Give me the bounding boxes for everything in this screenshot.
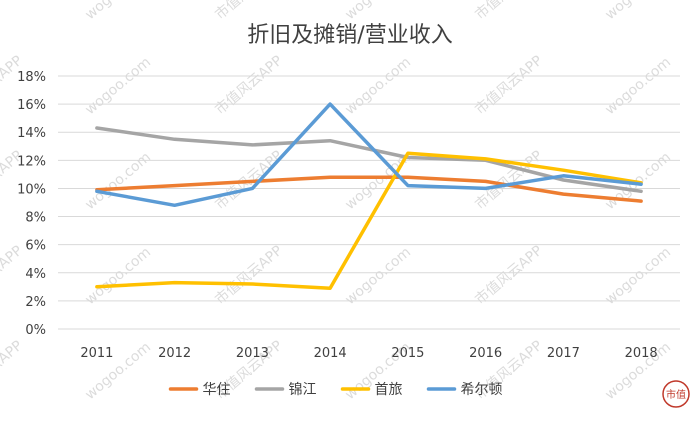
x-tick-label: 2015 bbox=[391, 346, 424, 361]
legend-item-首旅: 首旅 bbox=[340, 382, 403, 398]
watermark-text: 市值风云APP bbox=[472, 242, 546, 308]
watermark-text: 市值风云APP bbox=[0, 0, 26, 23]
watermark-text: 市值风云APP bbox=[472, 0, 546, 23]
watermark-text: wogoo.com bbox=[602, 244, 674, 308]
x-tick-label: 2017 bbox=[547, 346, 580, 361]
watermark-text: 市值风云APP bbox=[212, 242, 286, 308]
x-tick-label: 2013 bbox=[236, 346, 269, 361]
y-tick-label: 16% bbox=[17, 98, 46, 113]
legend-label: 华住 bbox=[203, 382, 231, 398]
legend: 华住 锦江 首旅 希尔顿 bbox=[168, 381, 503, 398]
logo-badge bbox=[662, 380, 690, 408]
legend-item-华住: 华住 bbox=[168, 382, 231, 398]
watermark-text: wogoo.com bbox=[342, 54, 414, 118]
legend-label: 希尔顿 bbox=[461, 382, 503, 398]
y-tick-label: 2% bbox=[25, 295, 46, 310]
series-line-希尔顿 bbox=[95, 102, 643, 208]
watermark-text: wogoo.com bbox=[82, 244, 154, 308]
y-tick-label: 10% bbox=[17, 182, 46, 197]
chart-title: 折旧及摊销/营业收入 bbox=[247, 23, 452, 48]
logo-text: 市值 bbox=[666, 388, 686, 401]
y-tick-label: 14% bbox=[17, 126, 46, 141]
gridlines bbox=[58, 75, 680, 330]
watermark-text: 市值风云APP bbox=[212, 0, 286, 23]
watermark-text: wogoo.com bbox=[342, 0, 414, 23]
y-tick-label: 4% bbox=[25, 267, 46, 282]
series-lines bbox=[95, 102, 643, 290]
y-tick-label: 0% bbox=[25, 323, 46, 338]
series-line-华住 bbox=[95, 175, 643, 203]
watermark-text: wogoo.com bbox=[342, 244, 414, 308]
watermark-text: 市值风云APP bbox=[472, 52, 546, 118]
x-tick-label: 2018 bbox=[625, 346, 658, 361]
y-tick-label: 12% bbox=[17, 154, 46, 169]
y-tick-label: 18% bbox=[17, 70, 46, 85]
watermark-logo: 市值 bbox=[662, 380, 690, 408]
watermark-text: wogoo.com bbox=[82, 0, 154, 23]
y-tick-label: 8% bbox=[25, 211, 46, 226]
watermark-text: wogoo.com bbox=[82, 149, 154, 213]
watermark-text: wogoo.com bbox=[82, 54, 154, 118]
legend-label: 首旅 bbox=[375, 382, 403, 398]
legend-item-希尔顿: 希尔顿 bbox=[426, 382, 503, 398]
x-tick-label: 2014 bbox=[314, 346, 347, 361]
x-tick-label: 2016 bbox=[469, 346, 502, 361]
series-line-首旅 bbox=[95, 151, 643, 290]
legend-item-锦江: 锦江 bbox=[254, 381, 317, 398]
watermark-layer: 市值风云APP wogoo.com 市值风云APP wogoo.com 市值风云APP w… bbox=[0, 0, 674, 403]
y-tick-label: 6% bbox=[25, 239, 46, 254]
legend-label: 锦江 bbox=[289, 381, 317, 398]
watermark-text: 市值风云APP bbox=[0, 242, 26, 308]
watermark-text: 市值风云APP bbox=[0, 337, 26, 403]
y-axis-ticks: 0% 2% 4% 6% 8% 10% 12% 14% 16% 18% bbox=[17, 70, 46, 338]
watermark-text: 市值风云APP bbox=[212, 52, 286, 118]
watermark-text: wogoo.com bbox=[602, 54, 674, 118]
watermark-text: wogoo.com bbox=[602, 0, 674, 23]
x-tick-label: 2012 bbox=[158, 346, 191, 361]
x-tick-label: 2011 bbox=[80, 346, 113, 361]
x-axis-ticks: 2011 2012 2013 2014 2015 2016 2017 2018 bbox=[80, 346, 657, 361]
